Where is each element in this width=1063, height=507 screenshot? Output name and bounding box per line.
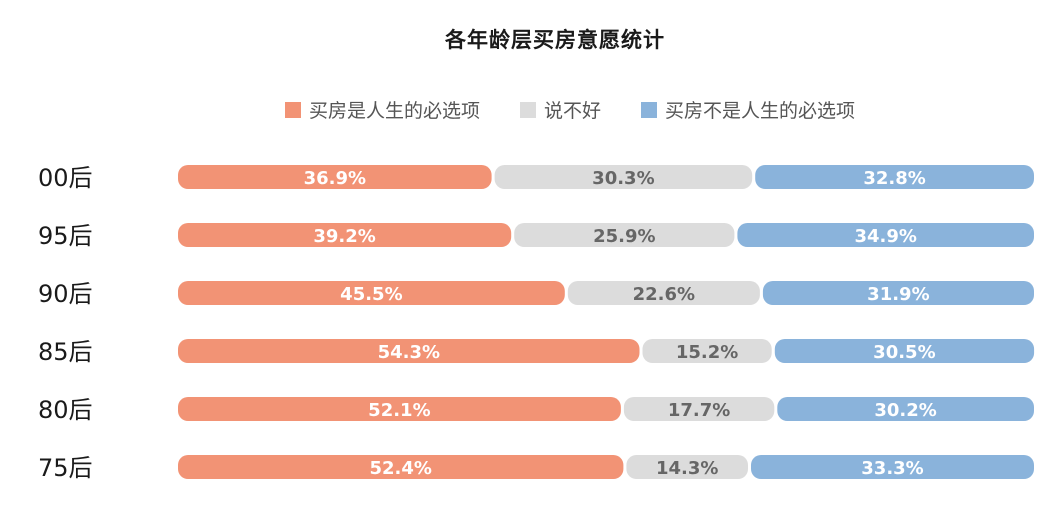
- chart-legend: 买房是人生的必选项 说不好 买房不是人生的必选项: [0, 96, 1063, 123]
- bar-segment-5-2: [751, 455, 1034, 479]
- bar-segment-3-0: [178, 339, 640, 363]
- data-label-3-1: 15.2%: [676, 342, 738, 363]
- data-label-3-0: 54.3%: [378, 342, 440, 363]
- legend-item-1: 说不好: [519, 96, 601, 123]
- data-label-4-0: 52.1%: [368, 400, 430, 421]
- legend-swatch-1: [519, 101, 536, 118]
- bar-segment-5-1: [626, 455, 748, 479]
- bar-segment-3-1: [642, 339, 772, 363]
- category-label-4: 80后: [38, 396, 93, 424]
- data-label-1-1: 25.9%: [593, 226, 655, 247]
- data-label-1-0: 39.2%: [313, 226, 375, 247]
- data-label-1-2: 34.9%: [854, 226, 916, 247]
- data-label-4-2: 30.2%: [874, 400, 936, 421]
- bar-segment-4-2: [777, 397, 1034, 421]
- bar-segment-1-1: [514, 223, 735, 247]
- category-label-3: 85后: [38, 338, 93, 366]
- bar-segment-1-0: [178, 223, 512, 247]
- data-label-2-0: 45.5%: [340, 284, 402, 305]
- bar-segment-2-0: [178, 281, 565, 305]
- data-label-5-2: 33.3%: [861, 458, 923, 479]
- category-label-2: 90后: [38, 280, 93, 308]
- data-label-0-0: 36.9%: [304, 168, 366, 189]
- category-label-5: 75后: [38, 454, 93, 482]
- data-label-0-1: 30.3%: [592, 168, 654, 189]
- bar-segment-5-0: [178, 455, 624, 479]
- bar-segment-1-2: [737, 223, 1034, 247]
- bar-segment-2-2: [762, 281, 1034, 305]
- chart-title: 各年龄层买房意愿统计: [445, 28, 665, 52]
- data-label-3-2: 30.5%: [873, 342, 935, 363]
- bar-segment-4-0: [178, 397, 621, 421]
- bar-segment-4-1: [623, 397, 775, 421]
- legend-label-1: 说不好: [543, 100, 601, 122]
- legend-label-0: 买房是人生的必选项: [308, 100, 480, 122]
- bar-segment-2-1: [567, 281, 760, 305]
- data-label-5-1: 14.3%: [656, 458, 718, 479]
- bar-segment-3-2: [774, 339, 1035, 363]
- bar-segment-0-2: [755, 165, 1034, 189]
- category-label-0: 00后: [38, 164, 93, 192]
- legend-swatch-2: [641, 101, 657, 118]
- legend-label-2: 买房不是人生的必选项: [665, 100, 856, 122]
- data-label-2-1: 22.6%: [633, 284, 695, 305]
- legend-item-2: 买房不是人生的必选项: [641, 96, 855, 123]
- data-label-5-0: 52.4%: [369, 458, 431, 479]
- data-label-4-1: 17.7%: [668, 400, 730, 421]
- legend-item-0: 买房是人生的必选项: [284, 96, 480, 123]
- legend-swatch-0: [284, 101, 301, 118]
- bar-segment-0-0: [178, 165, 492, 189]
- data-label-2-2: 31.9%: [867, 284, 929, 305]
- bar-segment-0-1: [494, 165, 753, 189]
- category-label-1: 95后: [38, 222, 93, 250]
- data-label-0-2: 32.8%: [863, 168, 925, 189]
